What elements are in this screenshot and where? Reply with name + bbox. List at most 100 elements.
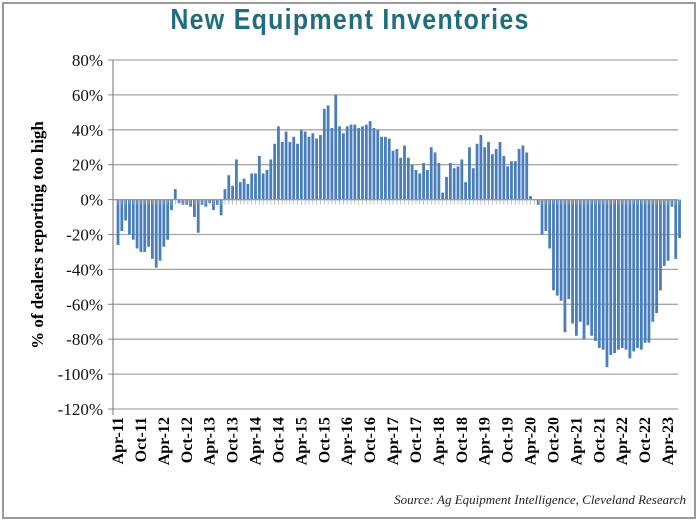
source-note: Source: Ag Equipment Intelligence, Cleve… <box>394 492 686 507</box>
y-tick-label: 20% <box>72 156 103 175</box>
bar <box>284 131 288 200</box>
x-tick-label: Apr-13 <box>202 417 219 465</box>
bar <box>315 138 319 200</box>
bar <box>223 189 227 200</box>
bar <box>154 199 158 268</box>
bar <box>330 128 334 200</box>
bar <box>460 159 464 200</box>
bar <box>380 136 383 200</box>
bar <box>334 94 338 200</box>
bar <box>387 138 391 200</box>
bar <box>563 199 567 333</box>
y-tick-label: -100% <box>58 365 103 384</box>
bar <box>548 199 552 249</box>
x-tick-label: Oct-14 <box>270 417 287 463</box>
x-tick-label: Apr-22 <box>614 417 631 465</box>
bar <box>403 145 406 200</box>
bar <box>277 126 280 200</box>
bar <box>120 199 124 232</box>
bar <box>418 173 422 200</box>
bar <box>632 199 636 352</box>
bar <box>246 183 250 200</box>
bar <box>357 128 361 200</box>
bar <box>326 105 330 200</box>
bar <box>617 199 620 350</box>
bar <box>628 199 632 359</box>
bar <box>475 143 479 200</box>
bar <box>513 161 517 200</box>
bar <box>139 199 143 252</box>
x-tick-label: Oct-12 <box>179 417 196 463</box>
x-tick-label: Apr-14 <box>248 417 265 465</box>
bar <box>265 169 269 200</box>
bar <box>307 136 311 200</box>
bar <box>643 199 647 343</box>
bar <box>311 133 315 200</box>
bar <box>406 157 410 200</box>
axes <box>112 60 680 415</box>
bar <box>193 199 196 218</box>
bar <box>559 199 563 301</box>
y-tick-label: -120% <box>58 400 103 419</box>
bar <box>368 121 372 200</box>
x-tick-label: Apr-19 <box>477 417 494 465</box>
bar <box>609 199 613 355</box>
bar <box>490 154 494 200</box>
y-tick-label: -80% <box>66 330 103 349</box>
bar <box>353 124 357 200</box>
bar <box>170 199 173 211</box>
bar <box>395 148 399 200</box>
bar <box>479 135 483 200</box>
bar <box>471 168 475 200</box>
bar <box>521 145 525 200</box>
bar <box>235 159 238 200</box>
bar <box>494 148 498 200</box>
bar <box>242 178 246 200</box>
bar <box>219 199 223 216</box>
bar <box>341 133 345 200</box>
bar <box>254 173 257 200</box>
bar <box>273 143 277 200</box>
bar <box>674 199 678 259</box>
x-tick-label: Apr-17 <box>385 417 402 465</box>
bar <box>131 199 135 240</box>
bar <box>299 129 303 200</box>
y-tick-label: 60% <box>72 86 103 105</box>
x-tick-label: Oct-16 <box>362 417 379 463</box>
x-tick-label: Apr-11 <box>110 417 127 464</box>
y-tick-label: -20% <box>66 226 103 245</box>
bar <box>552 199 555 291</box>
bar <box>143 199 147 252</box>
x-tick-label: Apr-12 <box>156 417 173 465</box>
bar <box>147 199 150 247</box>
bar <box>510 161 513 200</box>
bar <box>361 126 364 200</box>
bar <box>666 199 670 261</box>
bar <box>597 199 601 348</box>
bar <box>555 199 559 296</box>
chart-title: New Equipment Inventories <box>170 4 530 36</box>
bar <box>227 175 231 200</box>
bar <box>448 162 452 200</box>
bar <box>261 173 265 200</box>
bar <box>659 199 662 291</box>
bar <box>414 169 418 200</box>
x-tick-labels: Apr-11 Oct-11 Apr-12 Oct-12 Apr-13 Oct-13 Apr-… <box>110 417 677 465</box>
bar <box>231 185 234 200</box>
bar <box>540 199 544 235</box>
bar <box>452 168 456 200</box>
y-tick-label: -40% <box>66 260 103 279</box>
bar <box>594 199 597 341</box>
bar <box>135 199 139 249</box>
bar <box>498 142 502 200</box>
bar <box>662 199 666 266</box>
bar <box>257 155 261 200</box>
bar <box>586 199 590 326</box>
bar <box>529 196 532 200</box>
bar <box>639 199 643 350</box>
bar <box>345 126 349 200</box>
bar <box>571 199 574 324</box>
bar <box>399 157 403 200</box>
bar <box>456 166 460 200</box>
bar <box>322 108 326 200</box>
